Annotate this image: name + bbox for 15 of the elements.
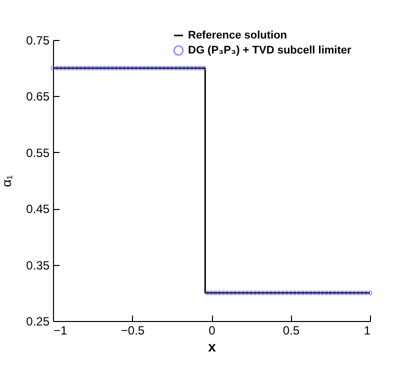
legend-label: Reference solution: [188, 30, 288, 42]
y-axis-title: α₁: [0, 174, 14, 187]
x-tick-label: 0: [208, 324, 216, 338]
y-tick-label: 0.75: [26, 34, 50, 48]
x-tick-label: 1: [364, 324, 371, 338]
y-tick-label: 0.65: [26, 90, 50, 104]
y-tick-label: 0.25: [26, 314, 50, 328]
x-tick-label: −0.5: [120, 324, 145, 338]
x-tick-label: 0.5: [282, 324, 300, 338]
y-tick-label: 0.35: [26, 258, 50, 272]
y-tick-label: 0.55: [26, 146, 50, 160]
legend-label: DG (P₃P₃) + TVD subcell limiter: [188, 44, 352, 56]
y-tick-label: 0.45: [26, 202, 50, 216]
x-tick-label: −1: [54, 324, 68, 338]
x-axis-title: x: [208, 338, 216, 354]
